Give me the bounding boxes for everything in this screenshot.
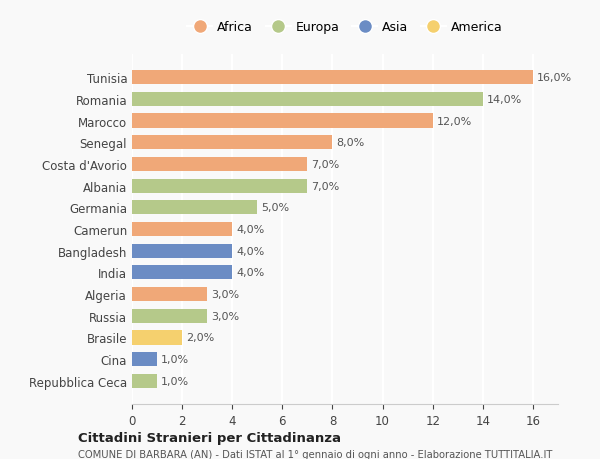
Bar <box>132 244 232 258</box>
Text: 14,0%: 14,0% <box>487 95 522 105</box>
Bar <box>132 353 157 366</box>
Bar <box>132 114 433 129</box>
Bar <box>132 330 182 345</box>
Bar <box>132 287 207 302</box>
Bar <box>132 71 533 85</box>
Text: 16,0%: 16,0% <box>537 73 572 83</box>
Bar <box>132 179 307 193</box>
Bar <box>132 374 157 388</box>
Text: 5,0%: 5,0% <box>261 203 289 213</box>
Text: 1,0%: 1,0% <box>161 376 189 386</box>
Bar <box>132 266 232 280</box>
Bar <box>132 201 257 215</box>
Bar <box>132 93 483 106</box>
Bar <box>132 223 232 236</box>
Text: 3,0%: 3,0% <box>211 290 239 299</box>
Text: Cittadini Stranieri per Cittadinanza: Cittadini Stranieri per Cittadinanza <box>78 431 341 444</box>
Text: 1,0%: 1,0% <box>161 354 189 364</box>
Text: 4,0%: 4,0% <box>236 224 264 235</box>
Text: COMUNE DI BARBARA (AN) - Dati ISTAT al 1° gennaio di ogni anno - Elaborazione TU: COMUNE DI BARBARA (AN) - Dati ISTAT al 1… <box>78 449 553 459</box>
Text: 2,0%: 2,0% <box>186 333 214 343</box>
Text: 3,0%: 3,0% <box>211 311 239 321</box>
Text: 7,0%: 7,0% <box>311 181 340 191</box>
Bar <box>132 136 332 150</box>
Bar <box>132 157 307 172</box>
Legend: Africa, Europa, Asia, America: Africa, Europa, Asia, America <box>182 16 508 39</box>
Text: 8,0%: 8,0% <box>336 138 364 148</box>
Text: 7,0%: 7,0% <box>311 160 340 169</box>
Bar <box>132 309 207 323</box>
Text: 12,0%: 12,0% <box>436 116 472 126</box>
Text: 4,0%: 4,0% <box>236 268 264 278</box>
Text: 4,0%: 4,0% <box>236 246 264 256</box>
